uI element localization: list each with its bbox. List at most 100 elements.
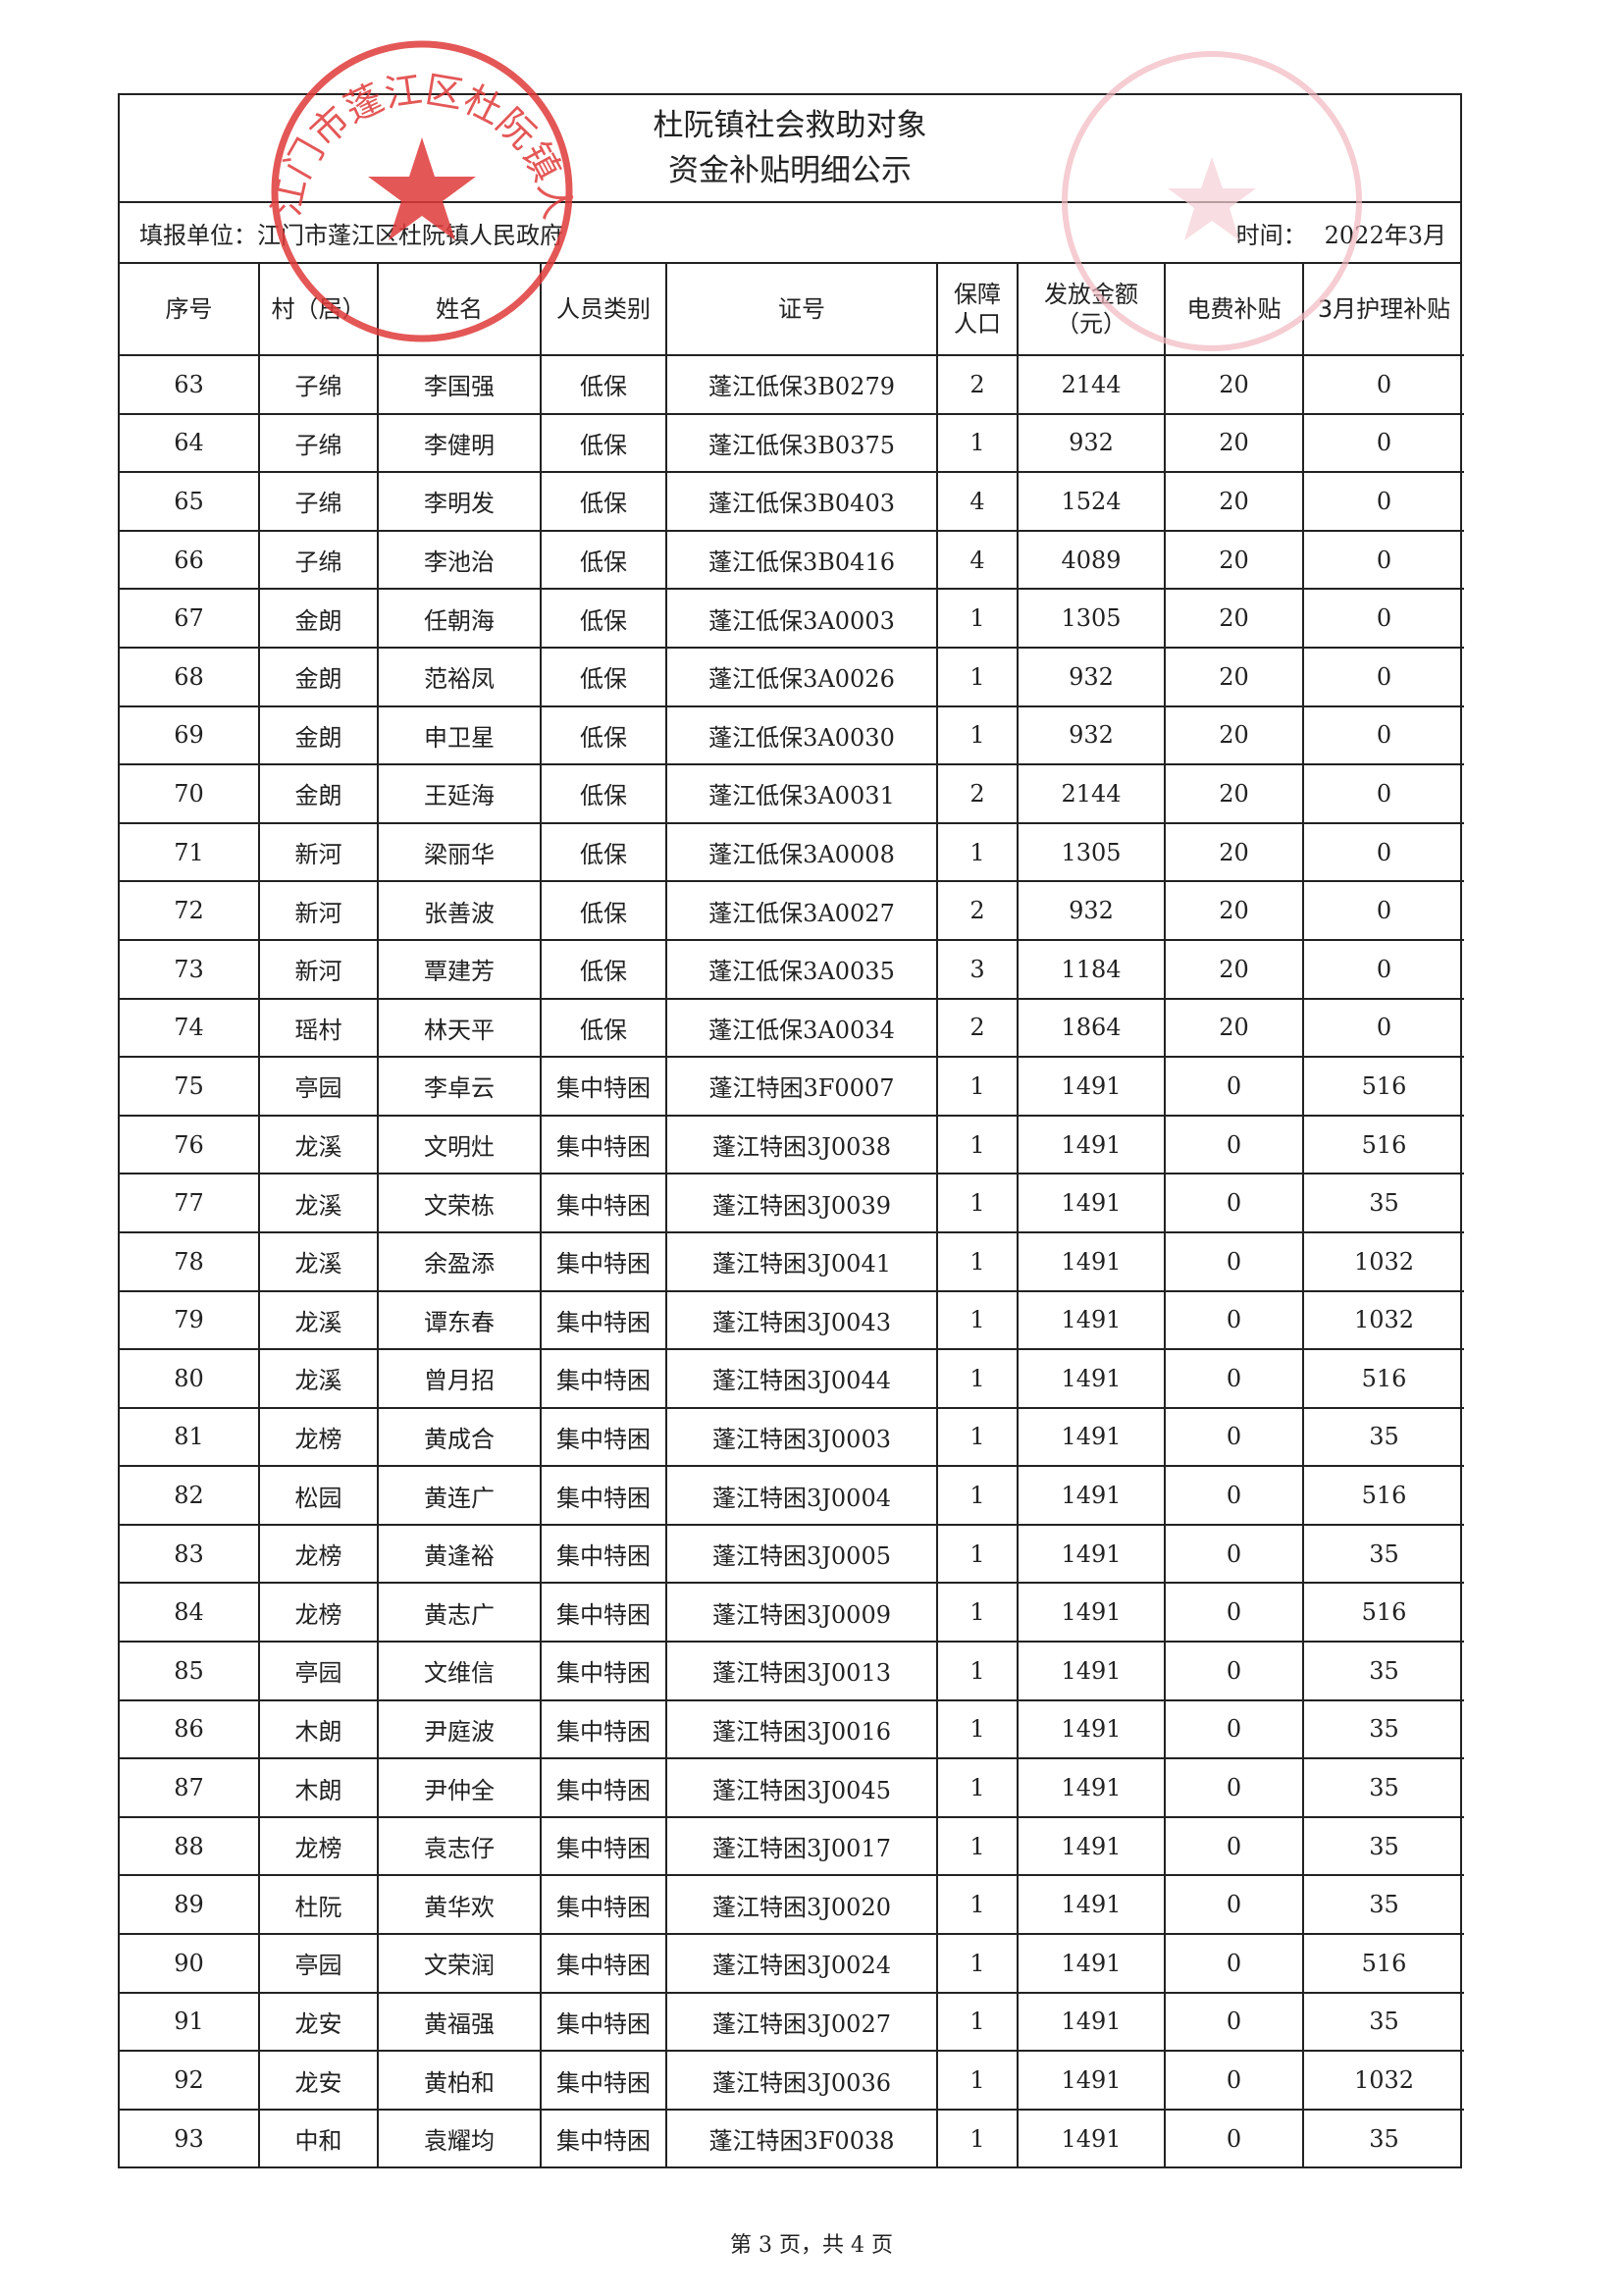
amount-cell: 1491 <box>1017 1230 1166 1292</box>
name-cell: 袁耀均 <box>377 2108 542 2167</box>
electricity-subsidy-cell: 0 <box>1164 1815 1304 1877</box>
electricity-subsidy-cell: 0 <box>1164 2108 1304 2167</box>
time-value: 2022年3月 <box>1324 221 1446 249</box>
serial-cell: 63 <box>120 354 260 415</box>
nursing-subsidy-cell: 1032 <box>1302 2050 1464 2111</box>
household-size-cell: 1 <box>936 1114 1019 1175</box>
nursing-subsidy-cell: 516 <box>1302 1582 1464 1644</box>
nursing-subsidy-cell: 0 <box>1302 471 1464 532</box>
village-cell: 金朗 <box>258 646 379 707</box>
reporting-unit-label: 填报单位： <box>139 221 257 249</box>
category-cell: 低保 <box>540 880 667 941</box>
nursing-subsidy-cell: 0 <box>1302 704 1464 766</box>
nursing-subsidy-cell: 516 <box>1302 1348 1464 1409</box>
village-cell: 新河 <box>258 880 379 941</box>
certificate-cell: 蓬江特困3J0027 <box>665 1991 938 2053</box>
village-cell: 亭园 <box>258 1056 379 1117</box>
document-sheet: 杜阮镇社会救助对象 资金补贴明细公示 填报单位：江门市蓬江区杜阮镇人民政府 时间… <box>118 93 1464 2169</box>
village-cell: 亭园 <box>258 1933 379 1994</box>
category-cell: 集中特困 <box>540 1348 667 1409</box>
name-cell: 尹庭波 <box>377 1698 542 1760</box>
name-cell: 黄柏和 <box>377 2050 542 2111</box>
household-size-cell: 1 <box>936 1406 1019 1468</box>
category-cell: 低保 <box>540 821 667 883</box>
certificate-cell: 蓬江低保3A0031 <box>665 763 938 824</box>
electricity-subsidy-cell: 20 <box>1164 412 1304 474</box>
amount-cell: 932 <box>1017 412 1166 474</box>
household-size-cell: 1 <box>936 1465 1019 1526</box>
category-cell: 集中特困 <box>540 1406 667 1468</box>
amount-cell: 1305 <box>1017 821 1166 883</box>
household-size-cell: 2 <box>936 997 1019 1059</box>
column-header: 证号 <box>665 264 938 356</box>
name-cell: 林天平 <box>377 997 542 1059</box>
electricity-subsidy-cell: 20 <box>1164 704 1304 766</box>
nursing-subsidy-cell: 1032 <box>1302 1230 1464 1292</box>
table-row: 93 中和 袁耀均 集中特困 蓬江特困3F0038 1 1491 0 35 <box>120 2108 1464 2167</box>
village-cell: 子绵 <box>258 354 379 415</box>
nursing-subsidy-cell: 0 <box>1302 821 1464 883</box>
village-cell: 龙溪 <box>258 1289 379 1351</box>
household-size-cell: 1 <box>936 1056 1019 1117</box>
household-size-cell: 2 <box>936 880 1019 941</box>
amount-cell: 2144 <box>1017 763 1166 824</box>
nursing-subsidy-cell: 516 <box>1302 1114 1464 1175</box>
category-cell: 低保 <box>540 529 667 591</box>
document-title: 杜阮镇社会救助对象 资金补贴明细公示 <box>120 95 1460 203</box>
amount-cell: 932 <box>1017 646 1166 707</box>
certificate-cell: 蓬江低保3B0279 <box>665 354 938 415</box>
amount-cell: 1864 <box>1017 997 1166 1059</box>
table-row: 88 龙榜 袁志仔 集中特困 蓬江特困3J0017 1 1491 0 35 <box>120 1815 1464 1877</box>
amount-cell: 932 <box>1017 880 1166 941</box>
village-cell: 新河 <box>258 821 379 883</box>
column-header: 3月护理补贴 <box>1302 264 1464 356</box>
village-cell: 龙安 <box>258 2050 379 2111</box>
amount-cell: 4089 <box>1017 529 1166 591</box>
amount-cell: 1491 <box>1017 1991 1166 2053</box>
village-cell: 瑶村 <box>258 997 379 1059</box>
name-cell: 黄福强 <box>377 1991 542 2053</box>
name-cell: 黄连广 <box>377 1465 542 1526</box>
village-cell: 金朗 <box>258 588 379 649</box>
category-cell: 集中特困 <box>540 1991 667 2053</box>
amount-cell: 1184 <box>1017 938 1166 1000</box>
name-cell: 张善波 <box>377 880 542 941</box>
village-cell: 龙榜 <box>258 1523 379 1585</box>
certificate-cell: 蓬江低保3A0034 <box>665 997 938 1059</box>
serial-cell: 88 <box>120 1815 260 1877</box>
report-time: 时间： 2022年3月 <box>1219 216 1446 250</box>
household-size-cell: 1 <box>936 1757 1019 1818</box>
electricity-subsidy-cell: 0 <box>1164 1406 1304 1468</box>
name-cell: 梁丽华 <box>377 821 542 883</box>
certificate-cell: 蓬江低保3B0416 <box>665 529 938 591</box>
table-row: 74 瑶村 林天平 低保 蓬江低保3A0034 2 1864 20 0 <box>120 997 1464 1059</box>
serial-cell: 82 <box>120 1465 260 1526</box>
amount-cell: 1305 <box>1017 588 1166 649</box>
table-row: 89 杜阮 黄华欢 集中特困 蓬江特困3J0020 1 1491 0 35 <box>120 1874 1464 1936</box>
nursing-subsidy-cell: 0 <box>1302 588 1464 649</box>
certificate-cell: 蓬江特困3F0038 <box>665 2108 938 2167</box>
serial-cell: 72 <box>120 880 260 941</box>
electricity-subsidy-cell: 20 <box>1164 997 1304 1059</box>
category-cell: 集中特困 <box>540 1230 667 1292</box>
table-row: 69 金朗 申卫星 低保 蓬江低保3A0030 1 932 20 0 <box>120 704 1464 766</box>
name-cell: 李健明 <box>377 412 542 474</box>
village-cell: 木朗 <box>258 1698 379 1760</box>
table-row: 90 亭园 文荣润 集中特困 蓬江特困3J0024 1 1491 0 516 <box>120 1933 1464 1994</box>
certificate-cell: 蓬江特困3J0024 <box>665 1933 938 1994</box>
amount-cell: 1491 <box>1017 1173 1166 1233</box>
name-cell: 申卫星 <box>377 704 542 766</box>
amount-cell: 1491 <box>1017 1523 1166 1585</box>
category-cell: 低保 <box>540 997 667 1059</box>
nursing-subsidy-cell: 35 <box>1302 1991 1464 2053</box>
serial-cell: 80 <box>120 1348 260 1409</box>
certificate-cell: 蓬江低保3A0027 <box>665 880 938 941</box>
electricity-subsidy-cell: 0 <box>1164 1991 1304 2053</box>
nursing-subsidy-cell: 35 <box>1302 1641 1464 1701</box>
nursing-subsidy-cell: 35 <box>1302 1815 1464 1877</box>
household-size-cell: 1 <box>936 646 1019 707</box>
household-size-cell: 1 <box>936 1698 1019 1760</box>
household-size-cell: 2 <box>936 354 1019 415</box>
village-cell: 金朗 <box>258 763 379 824</box>
name-cell: 黄华欢 <box>377 1874 542 1936</box>
